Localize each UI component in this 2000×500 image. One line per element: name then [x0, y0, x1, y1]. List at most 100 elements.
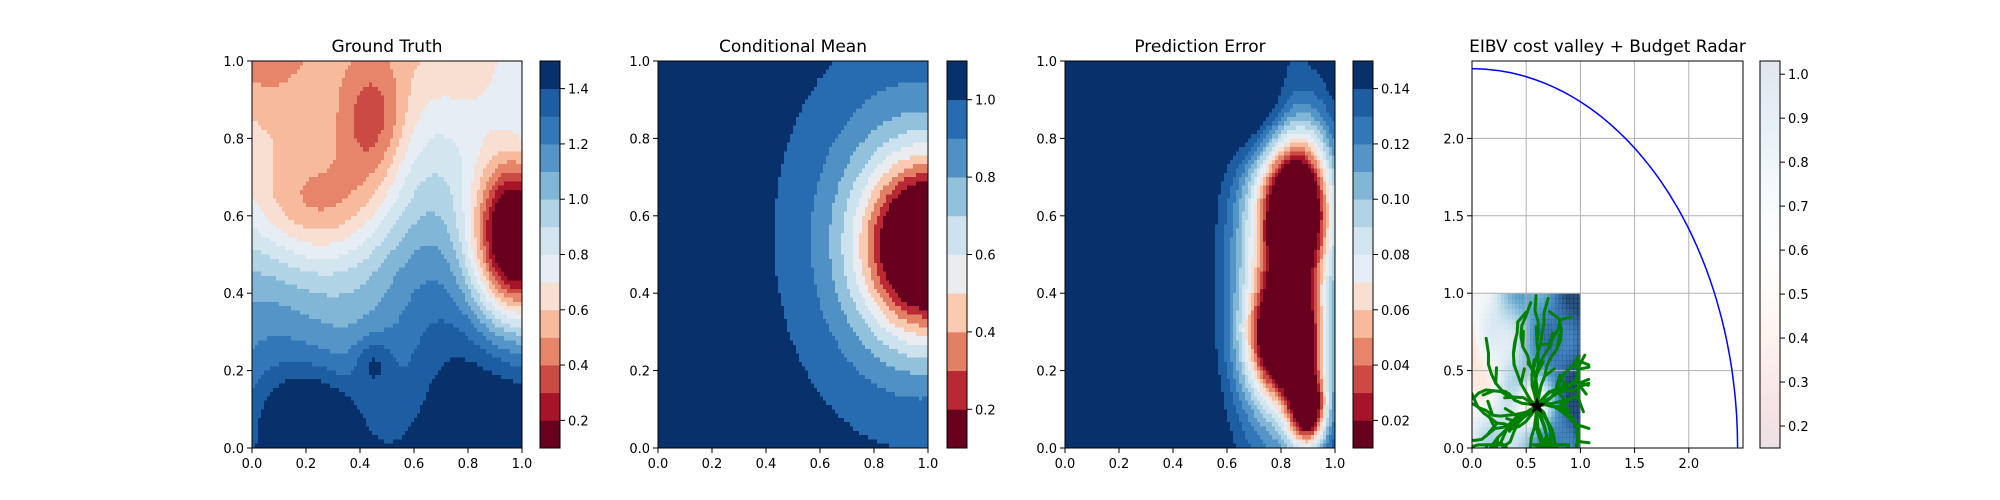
contour-cell [279, 168, 283, 174]
contour-cell [264, 82, 268, 88]
contour-cell [273, 202, 277, 208]
contour-cell [285, 151, 289, 157]
contour-cell [291, 125, 295, 131]
contour-cell [285, 314, 289, 320]
contour-cell [252, 250, 256, 256]
contour-cell [258, 271, 262, 277]
contour-cell [282, 185, 286, 191]
contour-cell [288, 61, 292, 66]
contour-cell [273, 125, 277, 131]
contour-cell [264, 409, 268, 415]
contour-cell [267, 142, 271, 148]
contour-cell [273, 383, 277, 389]
contour-cell [267, 147, 271, 152]
contour-cell [267, 73, 271, 79]
contour-cell [252, 417, 256, 423]
contour-cell [279, 267, 283, 273]
contour-cell [276, 159, 280, 165]
contour-cell [294, 78, 298, 84]
contour-cell [288, 121, 292, 127]
contour-cell [264, 155, 268, 161]
contour-cell [270, 417, 274, 423]
contour-cell [291, 151, 295, 157]
contour-cell [288, 383, 292, 389]
contour-cell [252, 224, 256, 230]
contour-cell [252, 112, 256, 118]
contour-cell [252, 284, 256, 290]
contour-cell [255, 61, 259, 66]
contour-cell [285, 250, 289, 256]
contour-cell [291, 99, 295, 105]
contour-cell [258, 319, 262, 324]
contour-cell [273, 112, 277, 118]
contour-cell [282, 82, 286, 88]
contour-cell [264, 405, 268, 410]
contour-cell [291, 112, 295, 118]
contour-cell [279, 91, 283, 96]
contour-cell [291, 164, 295, 170]
contour-cell [267, 271, 271, 277]
contour-cell [288, 435, 292, 440]
contour-cell [264, 443, 268, 449]
contour-cell [255, 69, 259, 75]
contour-cell [285, 73, 289, 79]
contour-cell [267, 254, 271, 260]
contour-cell [255, 344, 259, 350]
contour-cell [258, 121, 262, 127]
contour-cell [255, 405, 259, 410]
contour-cell [252, 142, 256, 148]
contour-cell [282, 151, 286, 157]
contour-cell [276, 379, 280, 385]
contour-cell [288, 319, 292, 324]
contour-cell [288, 370, 292, 376]
contour-cell [288, 314, 292, 320]
contour-cell [294, 95, 298, 101]
contour-cell [261, 276, 265, 281]
contour-cell [276, 233, 280, 238]
contour-cell [264, 151, 268, 157]
contour-cell [288, 237, 292, 243]
contour-cell [291, 409, 295, 415]
contour-cell [279, 379, 283, 385]
contour-cell [252, 323, 256, 329]
contour-cell [285, 245, 289, 251]
contour-cell [267, 91, 271, 96]
contour-cell [273, 417, 277, 423]
contour-cell [273, 435, 277, 440]
contour-cell [279, 82, 283, 88]
contour-cell [255, 134, 259, 139]
contour-cell [258, 336, 262, 342]
contour-cell [270, 86, 274, 92]
contour-cell [288, 392, 292, 397]
contour-cell [267, 353, 271, 359]
contour-cell [279, 241, 283, 247]
contour-cell [294, 69, 298, 75]
contour-cell [282, 104, 286, 109]
contour-cell [291, 245, 295, 251]
contour-cell [273, 374, 277, 380]
contour-cell [258, 151, 262, 157]
contour-cell [282, 271, 286, 277]
contour-cell [270, 310, 274, 316]
contour-cell [282, 276, 286, 281]
contour-cell [282, 220, 286, 225]
contour-cell [258, 224, 262, 230]
contour-cell [291, 228, 295, 234]
contour-cell [291, 190, 295, 195]
contour-cell [270, 254, 274, 260]
contour-cell [252, 267, 256, 273]
contour-cell [252, 194, 256, 200]
contour-cell [255, 396, 259, 402]
contour-cell [288, 99, 292, 105]
contour-cell [258, 396, 262, 402]
contour-cell [255, 353, 259, 359]
contour-cell [285, 340, 289, 346]
contour-cell [291, 250, 295, 256]
contour-cell [273, 323, 277, 329]
contour-cell [291, 353, 295, 359]
contour-cell [258, 99, 262, 105]
contour-cell [285, 104, 289, 109]
contour-cell [252, 147, 256, 152]
contour-cell [282, 215, 286, 221]
contour-cell [261, 194, 265, 200]
